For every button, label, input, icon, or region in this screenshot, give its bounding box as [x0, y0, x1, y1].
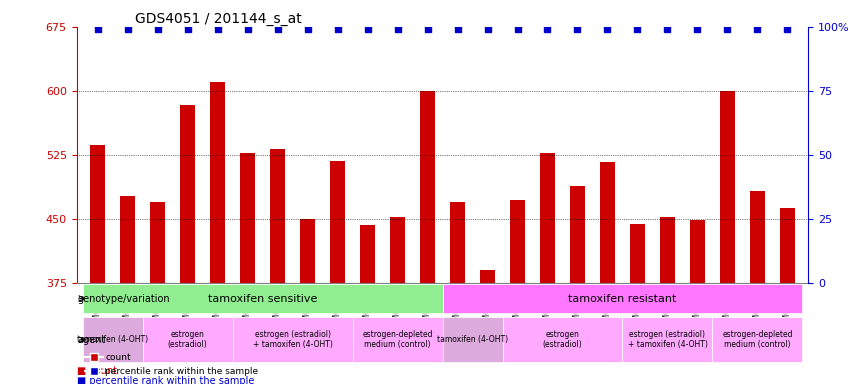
- Bar: [240, 153, 255, 283]
- Bar: [90, 144, 105, 283]
- Text: estrogen (estradiol)
+ tamoxifen (4-OHT): estrogen (estradiol) + tamoxifen (4-OHT): [627, 330, 707, 349]
- Bar: [750, 190, 765, 283]
- Text: ■ count: ■ count: [77, 366, 117, 376]
- Bar: [420, 91, 435, 283]
- Text: estrogen (estradiol)
+ tamoxifen (4-OHT): estrogen (estradiol) + tamoxifen (4-OHT): [253, 330, 333, 349]
- Bar: [630, 224, 645, 283]
- Bar: [690, 220, 705, 283]
- FancyBboxPatch shape: [83, 284, 443, 313]
- Bar: [570, 186, 585, 283]
- Bar: [210, 82, 225, 283]
- Bar: [150, 202, 165, 283]
- Legend: count, percentile rank within the sample: count, percentile rank within the sample: [81, 350, 262, 379]
- Text: tamoxifen sensitive: tamoxifen sensitive: [208, 294, 317, 304]
- FancyBboxPatch shape: [712, 317, 802, 362]
- FancyBboxPatch shape: [443, 284, 802, 313]
- Bar: [780, 209, 795, 283]
- FancyBboxPatch shape: [443, 317, 502, 362]
- Bar: [120, 196, 135, 283]
- Text: GDS4051 / 201144_s_at: GDS4051 / 201144_s_at: [135, 12, 302, 26]
- Bar: [720, 91, 735, 283]
- Bar: [660, 217, 675, 283]
- Text: genotype/variation: genotype/variation: [77, 294, 170, 304]
- Text: tamoxifen resistant: tamoxifen resistant: [568, 294, 677, 304]
- Bar: [540, 153, 555, 283]
- FancyBboxPatch shape: [622, 317, 712, 362]
- Text: estrogen-depleted
medium (control): estrogen-depleted medium (control): [722, 330, 793, 349]
- Text: tamoxifen (4-OHT): tamoxifen (4-OHT): [437, 335, 508, 344]
- Bar: [180, 105, 195, 283]
- Text: estrogen
(estradiol): estrogen (estradiol): [168, 330, 208, 349]
- Bar: [600, 162, 615, 283]
- Bar: [330, 161, 345, 283]
- Bar: [270, 149, 285, 283]
- Bar: [510, 200, 525, 283]
- FancyBboxPatch shape: [502, 317, 622, 362]
- FancyBboxPatch shape: [352, 317, 443, 362]
- Bar: [480, 270, 495, 283]
- Bar: [300, 218, 315, 283]
- FancyBboxPatch shape: [143, 317, 232, 362]
- Text: ■ percentile rank within the sample: ■ percentile rank within the sample: [77, 376, 254, 384]
- Text: agent: agent: [77, 335, 106, 345]
- Text: estrogen-depleted
medium (control): estrogen-depleted medium (control): [363, 330, 433, 349]
- Text: estrogen
(estradiol): estrogen (estradiol): [543, 330, 582, 349]
- Bar: [390, 217, 405, 283]
- FancyBboxPatch shape: [83, 317, 143, 362]
- Text: tamoxifen (4-OHT): tamoxifen (4-OHT): [77, 335, 148, 344]
- FancyBboxPatch shape: [232, 317, 352, 362]
- Bar: [360, 225, 375, 283]
- Bar: [450, 202, 465, 283]
